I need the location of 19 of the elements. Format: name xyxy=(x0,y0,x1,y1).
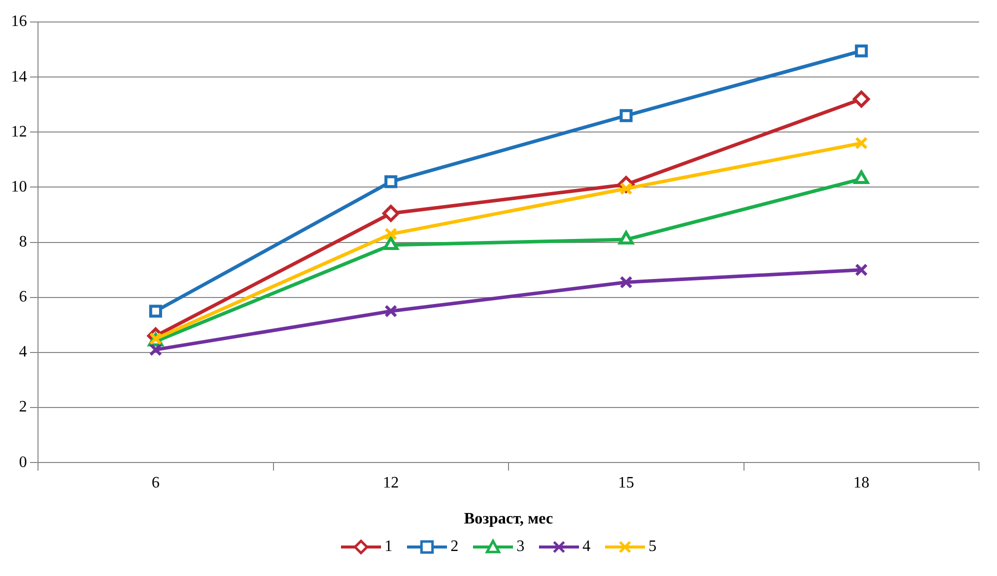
y-tick-label: 12 xyxy=(11,123,27,140)
x-tick-label: 6 xyxy=(152,474,160,492)
x-tick-label: 15 xyxy=(618,474,634,492)
legend-label: 4 xyxy=(582,538,590,556)
x-tick-label: 18 xyxy=(853,474,870,492)
x-axis-title: Возраст, мес xyxy=(464,510,554,528)
y-tick-label: 16 xyxy=(11,13,27,30)
y-tick-label: 0 xyxy=(19,454,27,471)
y-tick-label: 14 xyxy=(11,68,27,86)
x-tick-label: 12 xyxy=(382,474,399,492)
legend-label: 2 xyxy=(450,538,458,556)
y-tick-label: 10 xyxy=(11,178,27,196)
legend-label: 1 xyxy=(384,538,392,556)
legend-label: 5 xyxy=(648,538,656,556)
y-tick-label: 2 xyxy=(19,398,27,416)
y-tick-label: 8 xyxy=(19,234,27,251)
y-tick-label: 6 xyxy=(19,288,27,306)
legend-label: 3 xyxy=(516,538,524,556)
y-tick-label: 4 xyxy=(19,344,27,361)
